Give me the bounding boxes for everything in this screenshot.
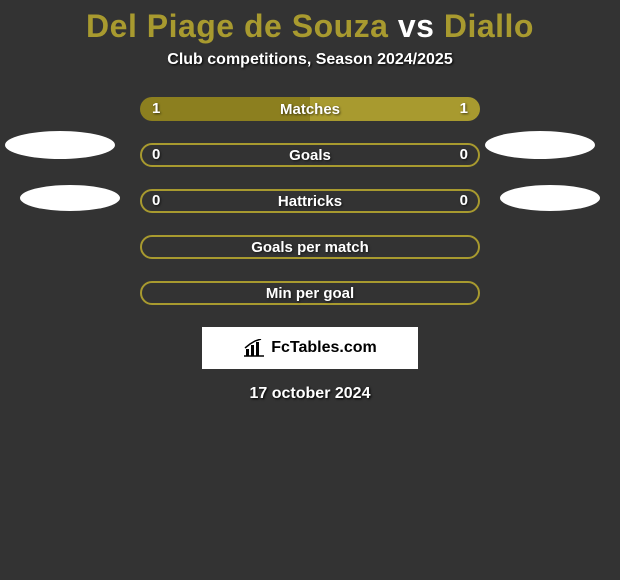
stat-bar: Goals bbox=[140, 143, 480, 167]
stat-value-left: 0 bbox=[152, 143, 160, 167]
brand-box: FcTables.com bbox=[202, 327, 418, 369]
stat-label: Goals bbox=[289, 147, 331, 164]
subtitle: Club competitions, Season 2024/2025 bbox=[0, 51, 620, 69]
stat-value-left: 1 bbox=[152, 97, 160, 121]
title-vs: vs bbox=[398, 8, 435, 44]
stat-bar: Min per goal bbox=[140, 281, 480, 305]
stat-bar: Matches bbox=[140, 97, 480, 121]
page-title: Del Piage de Souza vs Diallo bbox=[0, 8, 620, 45]
stat-value-right: 0 bbox=[460, 143, 468, 167]
stat-label: Min per goal bbox=[266, 285, 354, 302]
title-player2: Diallo bbox=[444, 8, 534, 44]
stat-value-left: 0 bbox=[152, 189, 160, 213]
stat-row: Goals per match bbox=[0, 235, 620, 259]
date-label: 17 october 2024 bbox=[0, 385, 620, 403]
decorative-ellipse bbox=[5, 131, 115, 159]
decorative-ellipse bbox=[485, 131, 595, 159]
decorative-ellipse bbox=[20, 185, 120, 211]
title-player1: Del Piage de Souza bbox=[86, 8, 388, 44]
comparison-infographic: Del Piage de Souza vs Diallo Club compet… bbox=[0, 8, 620, 580]
brand-text: FcTables.com bbox=[271, 339, 377, 357]
stat-label: Hattricks bbox=[278, 193, 342, 210]
stat-bar: Hattricks bbox=[140, 189, 480, 213]
stat-row: Min per goal bbox=[0, 281, 620, 305]
bar-chart-icon bbox=[243, 339, 265, 357]
stat-label: Goals per match bbox=[251, 239, 369, 256]
stat-row: Matches 1 1 bbox=[0, 97, 620, 121]
stat-value-right: 1 bbox=[460, 97, 468, 121]
stat-bar: Goals per match bbox=[140, 235, 480, 259]
decorative-ellipse bbox=[500, 185, 600, 211]
stat-value-right: 0 bbox=[460, 189, 468, 213]
stat-label: Matches bbox=[280, 101, 340, 118]
